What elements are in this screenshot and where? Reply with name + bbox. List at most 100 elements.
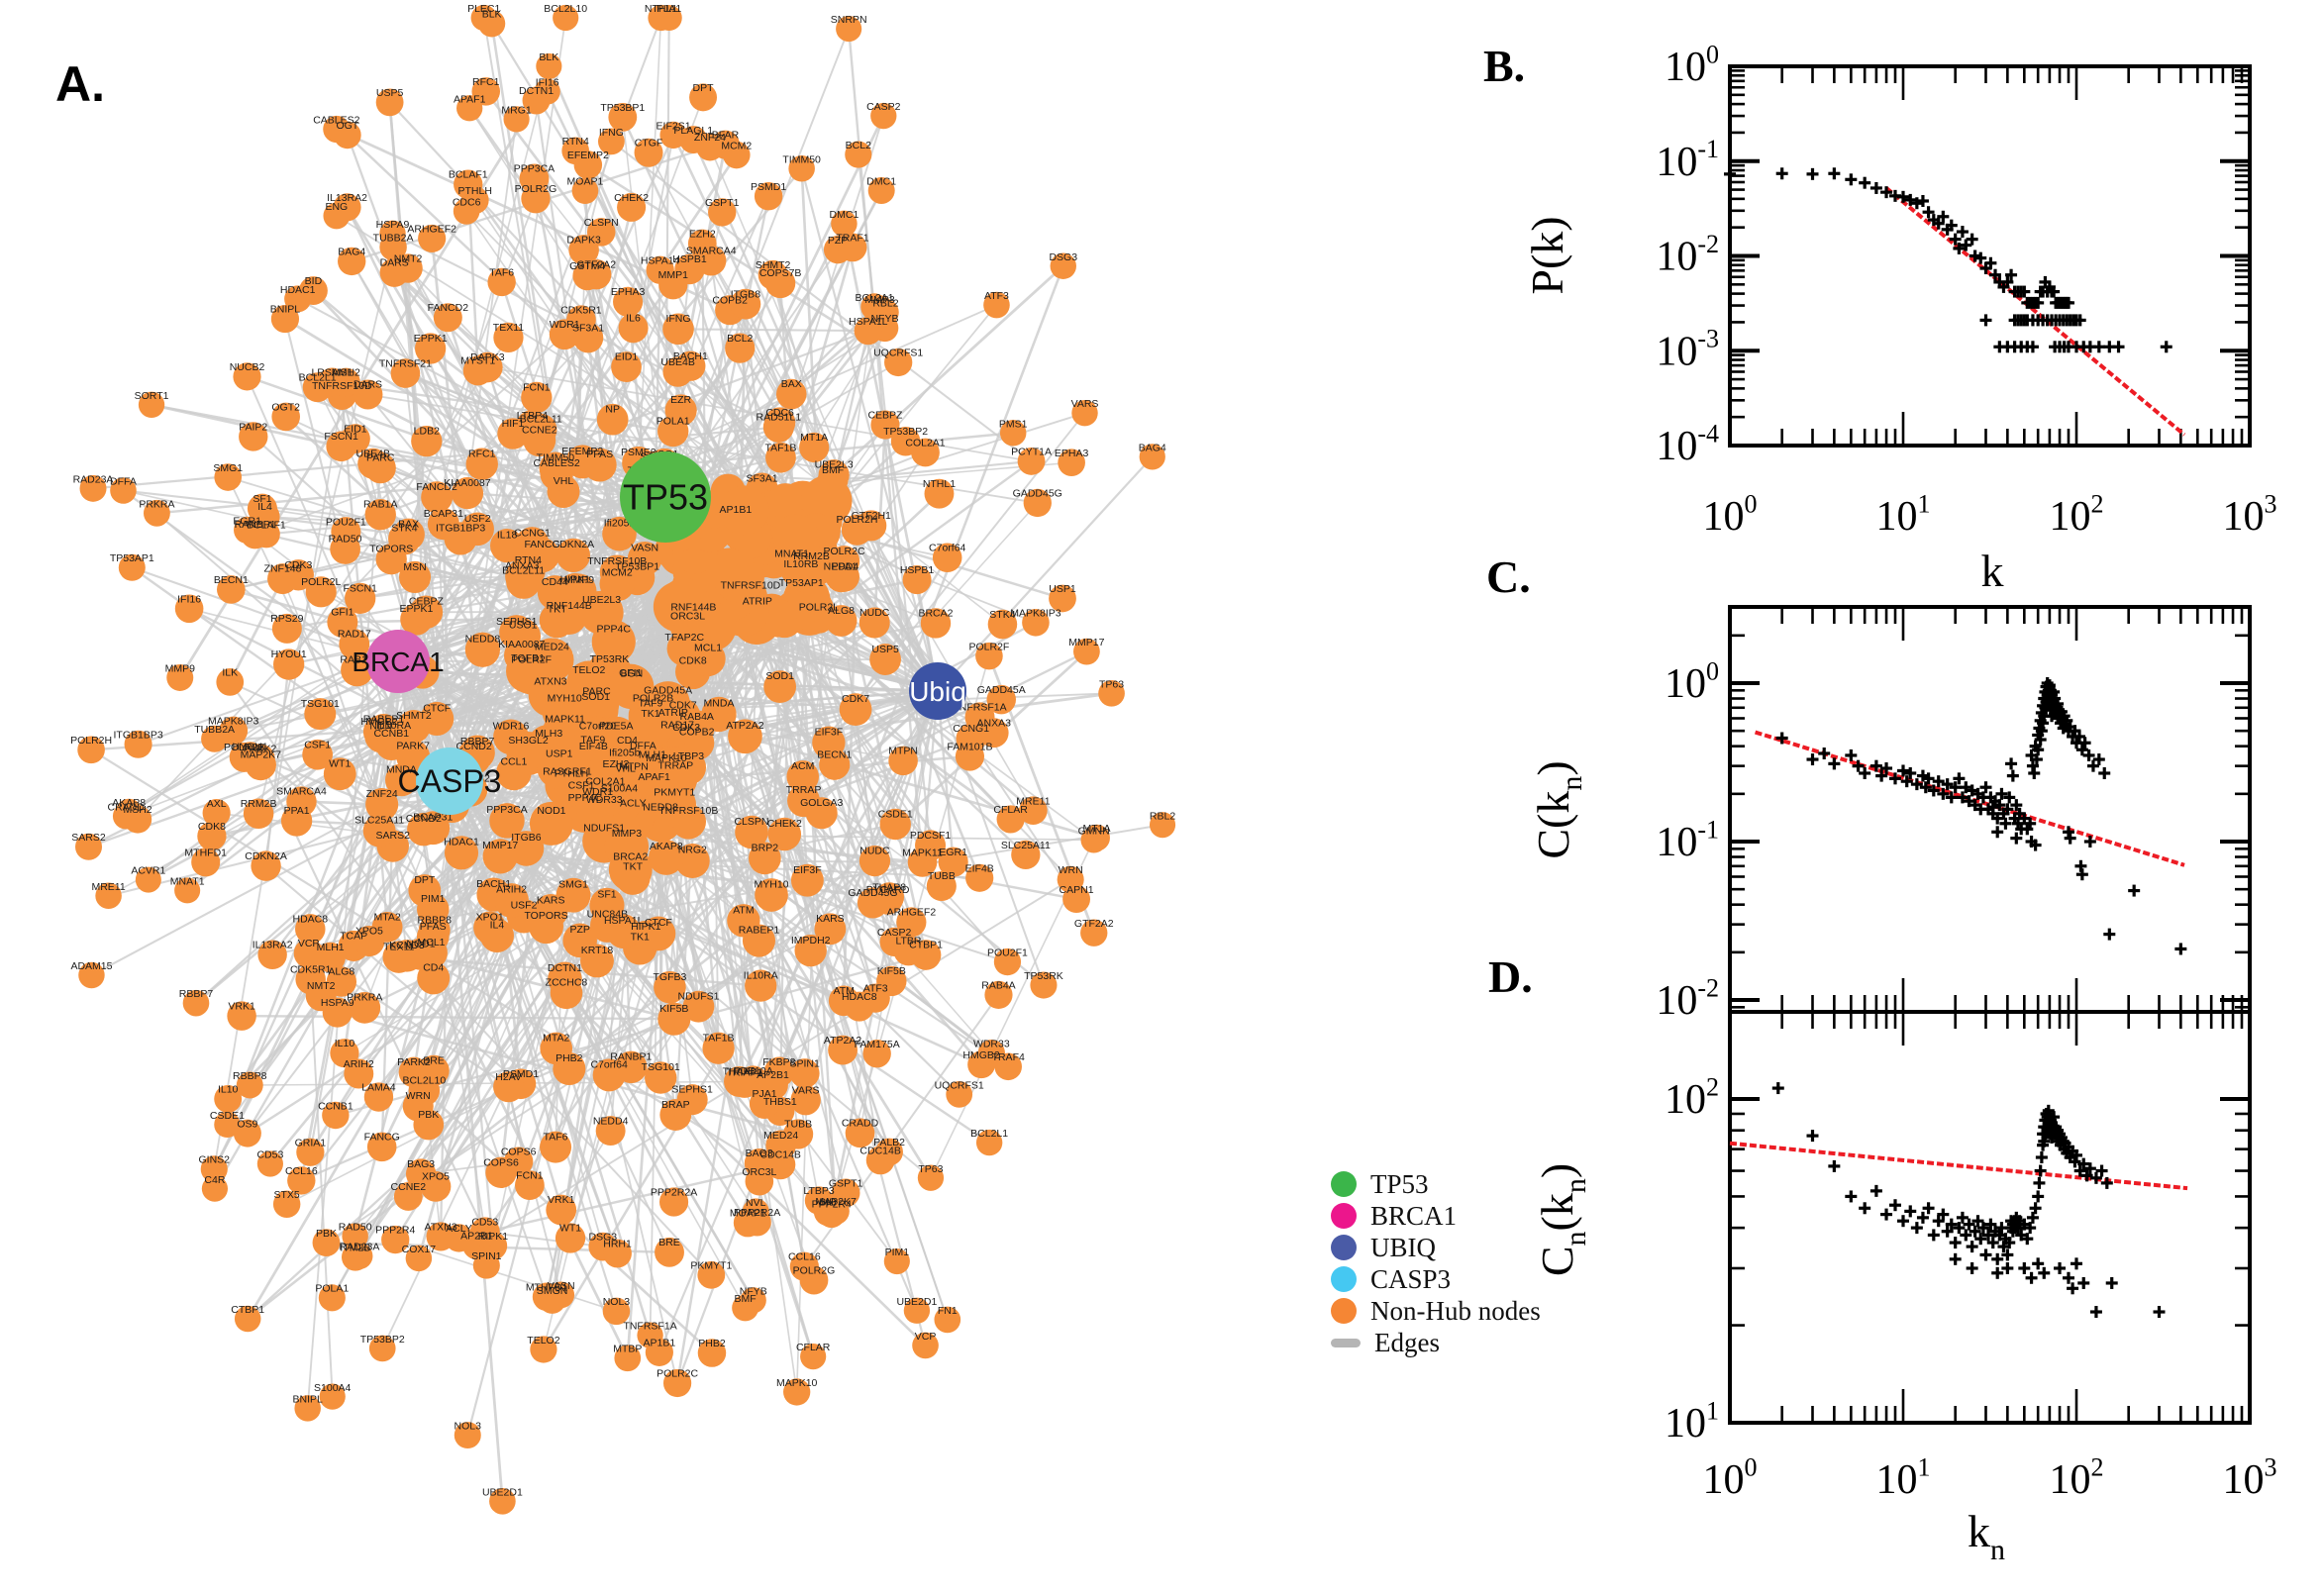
axis-ticks xyxy=(1728,1012,2252,1425)
tick-label: 101 xyxy=(1875,489,1930,540)
network-edge xyxy=(937,455,1154,692)
axis-titles: C(kn) xyxy=(1528,760,1588,858)
plot-frame xyxy=(1728,64,2252,448)
network-edge xyxy=(649,726,933,1179)
tick-label: 100 xyxy=(1702,489,1757,540)
network-edge xyxy=(394,1239,617,1313)
tick-label: 10-3 xyxy=(1656,325,1719,375)
legend-label: Non-Hub nodes xyxy=(1370,1295,1541,1326)
network-edge xyxy=(657,690,939,1353)
network-edge xyxy=(363,650,1087,1009)
network-edge xyxy=(843,223,940,692)
network-edge xyxy=(638,304,997,464)
network-edge xyxy=(744,304,838,1212)
tick-label: 102 xyxy=(1665,1072,1719,1123)
tick-label: 102 xyxy=(2049,1452,2103,1503)
node-swatch-icon xyxy=(1331,1171,1357,1197)
x-axis-label: k xyxy=(1981,546,2004,596)
axis-ticks xyxy=(1728,64,2252,448)
network-edge xyxy=(128,660,399,814)
node-swatch-icon xyxy=(1331,1235,1357,1260)
y-axis-label: P(k) xyxy=(1522,216,1572,294)
data-points xyxy=(1724,167,2172,353)
network-edge xyxy=(801,264,1064,504)
network-edge xyxy=(610,141,1033,462)
fit-line xyxy=(1729,1141,2188,1191)
network-edge xyxy=(626,933,660,1358)
network-edge xyxy=(108,690,939,897)
tick-label: 10-1 xyxy=(1656,135,1719,185)
network-edge xyxy=(125,327,885,818)
tick-label: 10-4 xyxy=(1656,419,1719,469)
axis-titles: kn Cn(kn) xyxy=(1532,1163,2005,1566)
network-edge xyxy=(465,210,939,692)
x-axis-label: kn xyxy=(1968,1506,2005,1566)
network-edge xyxy=(937,690,1077,900)
fit-line xyxy=(1884,186,2186,437)
legend-label: UBIQ xyxy=(1370,1232,1436,1262)
tick-labels: 100 101 102 103 100 10-1 10-2 10-3 10-4 xyxy=(1656,40,2276,540)
y-axis-label: Cn(kn) xyxy=(1532,1163,1592,1276)
network-edge xyxy=(448,780,618,1312)
y-axis-label: C(kn) xyxy=(1528,760,1588,858)
legend-item: CASP3 xyxy=(1331,1263,1541,1295)
tick-labels: 100 10-1 10-2 xyxy=(1656,656,1719,1024)
tick-label: 100 xyxy=(1665,656,1719,707)
tick-label: 103 xyxy=(2222,1452,2276,1503)
tick-label: 101 xyxy=(1665,1396,1719,1446)
legend-label: BRCA1 xyxy=(1370,1200,1458,1231)
protein-network-graph: C7orf20TAF9PDE5AEIF4BSOD1PARCEZH2MAPK11I… xyxy=(70,3,1175,1515)
legend-item: UBIQ xyxy=(1331,1232,1541,1263)
network-edge xyxy=(367,393,1038,504)
node-swatch-icon xyxy=(1331,1266,1357,1292)
network-edge xyxy=(229,681,422,955)
network-edge xyxy=(214,738,860,1008)
network-edge xyxy=(128,543,533,813)
network-edge xyxy=(490,23,816,552)
legend-item: TP53 xyxy=(1331,1168,1541,1200)
network-edge xyxy=(778,282,838,1212)
legend-item: Edges xyxy=(1331,1327,1541,1358)
tick-label: 100 xyxy=(1702,1452,1757,1503)
plot-frame xyxy=(1728,1010,2252,1425)
network-edge xyxy=(396,153,738,662)
tick-label: 10-2 xyxy=(1656,230,1719,280)
network-edge xyxy=(535,100,615,643)
tick-labels: 100 101 102 103 102 101 xyxy=(1665,1072,2277,1503)
network-edge xyxy=(226,995,323,1126)
network-edge xyxy=(730,595,927,1347)
legend-label: TP53 xyxy=(1370,1168,1429,1199)
network-edge xyxy=(458,1162,781,1240)
network-edge xyxy=(677,328,868,333)
network-edge xyxy=(254,429,542,536)
edge-swatch-icon xyxy=(1331,1338,1361,1347)
network-edge xyxy=(487,366,1032,462)
network-edge xyxy=(247,879,809,1320)
legend-item: Non-Hub nodes xyxy=(1331,1295,1541,1327)
legend-label: Edges xyxy=(1374,1327,1440,1357)
network-edge xyxy=(229,577,284,683)
network-edge xyxy=(468,107,742,533)
plot-b: 100 101 102 103 100 10-1 10-2 10-3 10-4 k P(k) xyxy=(1522,40,2277,596)
network-edge xyxy=(449,97,704,782)
node-swatch-icon xyxy=(1331,1203,1357,1229)
tick-label: 100 xyxy=(1665,40,1719,90)
network-edge xyxy=(247,690,939,1320)
legend-item: BRCA1 xyxy=(1331,1200,1541,1232)
tick-label: 101 xyxy=(1875,1452,1930,1503)
network-legend: TP53 BRCA1 UBIQ CASP3 Non-Hub nodes Edges xyxy=(1331,1168,1541,1358)
network-edge xyxy=(257,247,394,814)
node-swatch-icon xyxy=(1331,1298,1357,1324)
tick-label: 10-2 xyxy=(1656,973,1719,1024)
network-edge xyxy=(800,167,940,692)
network-edge xyxy=(125,585,731,818)
data-points xyxy=(1775,677,2187,955)
legend-label: CASP3 xyxy=(1370,1263,1452,1294)
axis-titles: k P(k) xyxy=(1522,216,2004,596)
network-edge xyxy=(338,773,630,1359)
network-edge xyxy=(246,375,415,757)
tick-label: 10-1 xyxy=(1656,815,1719,865)
network-edge xyxy=(649,496,666,1336)
